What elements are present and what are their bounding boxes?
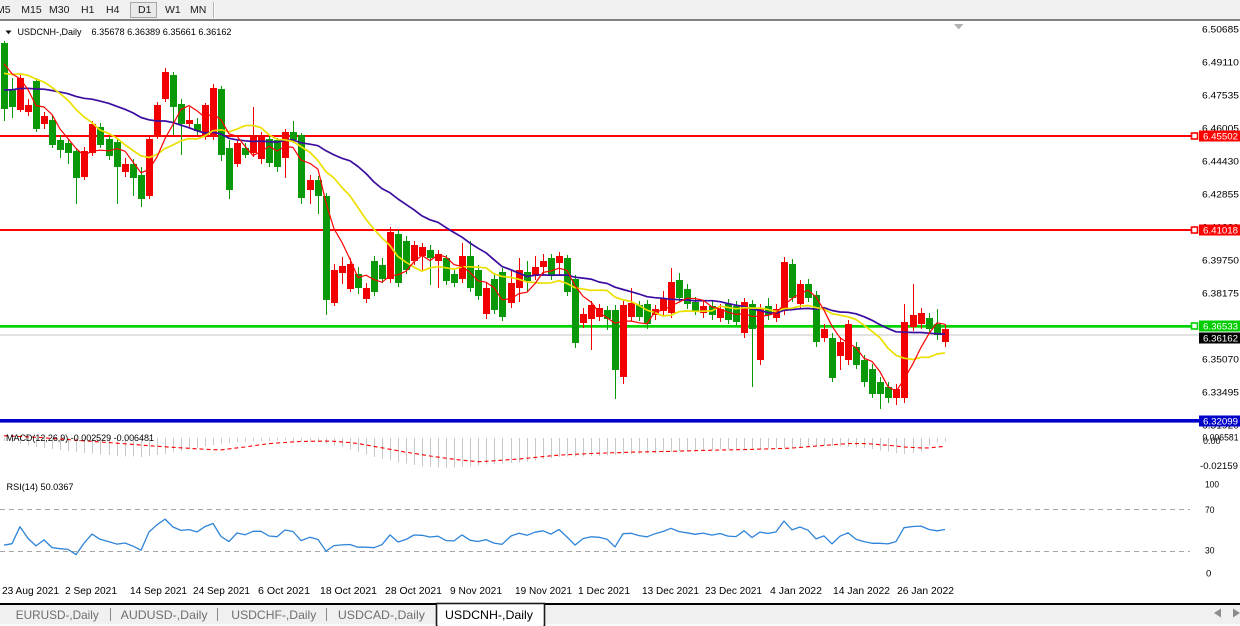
svg-text:26 Jan 2022: 26 Jan 2022 <box>897 586 954 597</box>
svg-text:23 Dec 2021: 23 Dec 2021 <box>705 586 762 597</box>
svg-text:EURUSD-,Daily: EURUSD-,Daily <box>16 608 99 622</box>
svg-text:6.50685: 6.50685 <box>1202 24 1239 35</box>
svg-text:70: 70 <box>1205 505 1215 516</box>
svg-text:M30: M30 <box>49 4 70 16</box>
svg-text:USDCHF-,Daily: USDCHF-,Daily <box>231 608 316 622</box>
svg-text:100: 100 <box>1205 480 1219 491</box>
svg-text:18 Oct 2021: 18 Oct 2021 <box>320 586 377 597</box>
svg-text:0.00: 0.00 <box>1203 436 1221 447</box>
svg-text:MACD(12,26,9) -0.002529 -0.006: MACD(12,26,9) -0.002529 -0.006481 <box>6 433 154 444</box>
svg-text:M5: M5 <box>0 4 11 16</box>
svg-text:RSI(14) 50.0367: RSI(14) 50.0367 <box>7 482 74 493</box>
svg-text:6.38175: 6.38175 <box>1202 288 1239 299</box>
svg-text:6.35070: 6.35070 <box>1202 354 1239 365</box>
svg-text:6.39750: 6.39750 <box>1202 255 1239 266</box>
svg-text:AUDUSD-,Daily: AUDUSD-,Daily <box>121 608 208 622</box>
svg-text:0: 0 <box>1206 569 1211 580</box>
svg-text:14 Jan 2022: 14 Jan 2022 <box>833 586 890 597</box>
svg-text:H4: H4 <box>106 4 120 16</box>
svg-text:6.36162: 6.36162 <box>1203 334 1238 345</box>
svg-text:6.33495: 6.33495 <box>1202 387 1239 398</box>
svg-text:9 Nov 2021: 9 Nov 2021 <box>450 586 502 597</box>
svg-text:1 Dec 2021: 1 Dec 2021 <box>578 586 630 597</box>
svg-text:6.49110: 6.49110 <box>1202 57 1239 68</box>
svg-text:MN: MN <box>190 4 206 16</box>
svg-text:13 Dec 2021: 13 Dec 2021 <box>642 586 699 597</box>
svg-text:6 Oct 2021: 6 Oct 2021 <box>258 586 310 597</box>
svg-text:23 Aug 2021: 23 Aug 2021 <box>2 586 59 597</box>
svg-text:6.32099: 6.32099 <box>1203 417 1238 428</box>
svg-text:14 Sep 2021: 14 Sep 2021 <box>130 586 187 597</box>
svg-text:6.36533: 6.36533 <box>1203 322 1238 333</box>
svg-text:28 Oct 2021: 28 Oct 2021 <box>385 586 442 597</box>
svg-text:USDCNH-,Daily: USDCNH-,Daily <box>445 608 533 622</box>
svg-text:30: 30 <box>1205 546 1215 557</box>
svg-text:USDCNH-,Daily: USDCNH-,Daily <box>18 27 82 38</box>
svg-text:6.46005: 6.46005 <box>1202 123 1239 134</box>
svg-text:-0.02159: -0.02159 <box>1200 461 1238 472</box>
svg-text:0.006581: 0.006581 <box>1203 433 1239 444</box>
svg-text:6.44430: 6.44430 <box>1202 156 1239 167</box>
svg-text:D1: D1 <box>138 4 152 16</box>
svg-text:W1: W1 <box>165 4 181 16</box>
svg-text:2 Sep 2021: 2 Sep 2021 <box>65 586 117 597</box>
svg-text:24 Sep 2021: 24 Sep 2021 <box>193 586 250 597</box>
svg-text:6.47535: 6.47535 <box>1202 90 1239 101</box>
svg-text:19 Nov 2021: 19 Nov 2021 <box>515 586 572 597</box>
svg-text:6.42855: 6.42855 <box>1202 189 1239 200</box>
svg-text:M15: M15 <box>21 4 42 16</box>
svg-text:4 Jan 2022: 4 Jan 2022 <box>770 586 822 597</box>
svg-text:H1: H1 <box>81 4 95 16</box>
svg-text:6.45502: 6.45502 <box>1203 132 1238 143</box>
svg-text:6.41018: 6.41018 <box>1203 226 1238 237</box>
svg-text:USDCAD-,Daily: USDCAD-,Daily <box>338 608 425 622</box>
svg-text:6.35678 6.36389 6.35661 6.3616: 6.35678 6.36389 6.35661 6.36162 <box>92 27 232 38</box>
